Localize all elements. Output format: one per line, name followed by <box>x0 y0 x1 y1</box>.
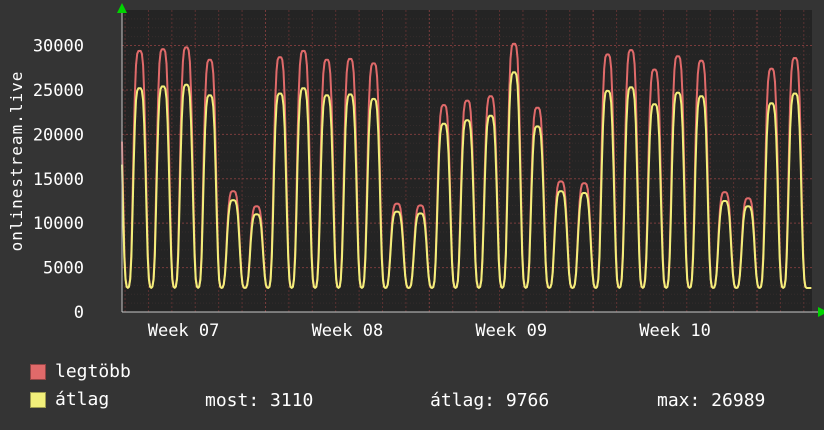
svg-text:10000: 10000 <box>33 214 84 234</box>
svg-text:15000: 15000 <box>33 170 84 190</box>
svg-text:30000: 30000 <box>33 37 84 57</box>
svg-text:Week 08: Week 08 <box>312 321 384 341</box>
svg-text:Week 09: Week 09 <box>475 321 547 341</box>
stat-atlag: átlag: 9766 <box>430 390 550 411</box>
legend-label-atlag: átlag <box>55 389 110 410</box>
chart-canvas: 0 5000 10000 15000 20000 25000 30000 Week 07 Wee… <box>33 3 824 341</box>
legend-label-legtobb: legtöbb <box>55 361 131 382</box>
stat-most: most: 3110 <box>205 390 314 411</box>
svg-text:25000: 25000 <box>33 81 84 101</box>
svg-text:20000: 20000 <box>33 125 84 145</box>
svg-text:5000: 5000 <box>43 259 84 279</box>
svg-text:Week 07: Week 07 <box>148 321 220 341</box>
legend-item-legtobb: legtöbb <box>30 362 131 382</box>
svg-text:0: 0 <box>74 303 84 323</box>
svg-text:Week 10: Week 10 <box>639 321 711 341</box>
legend-item-atlag: átlag <box>30 390 109 410</box>
legtobb-swatch <box>30 364 46 380</box>
stat-max: max: 26989 <box>657 390 766 411</box>
atlag-swatch <box>30 392 46 408</box>
